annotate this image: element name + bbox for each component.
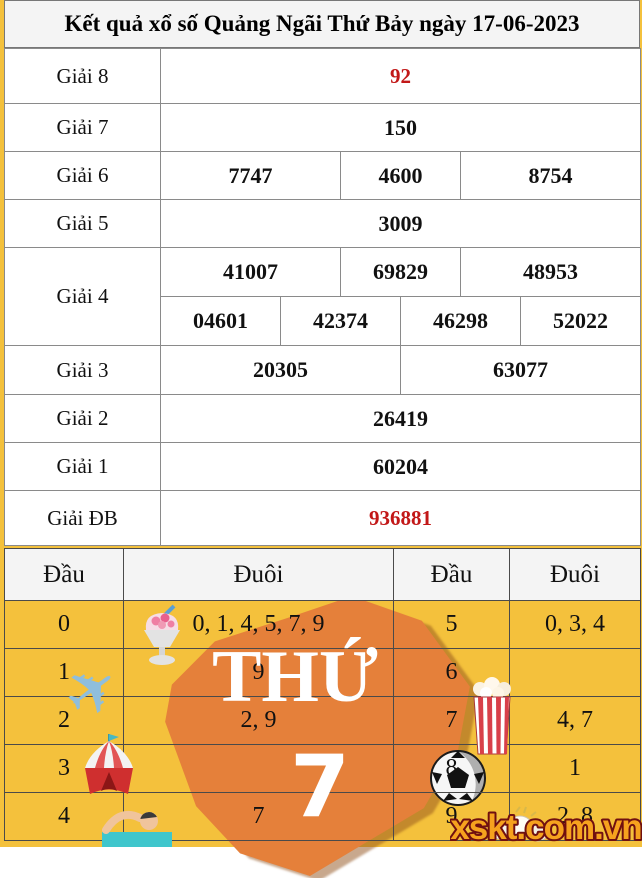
- table-row: Giải 8 92: [4, 48, 641, 104]
- prize-number: 04601: [160, 296, 281, 346]
- table-row: Giải 7 150: [4, 103, 641, 152]
- table-row: Giải 4 41007 69829 48953: [4, 247, 641, 346]
- tail-values: 2, 8: [509, 792, 641, 841]
- prize-label: Giải 8: [4, 48, 161, 104]
- table-row: 2 2, 9 7 4, 7: [4, 696, 641, 745]
- table-row: Giải 3 20305 63077: [4, 345, 641, 395]
- site-watermark: xskt.com.vn: [450, 806, 642, 849]
- results-table: Giải 8 92 Giải 7 150 Giải 6 7747 4600 87…: [4, 48, 641, 546]
- prize-label: Giải 4: [4, 247, 161, 346]
- prize-number: 63077: [400, 345, 641, 395]
- column-header-dau: Đầu: [393, 548, 510, 601]
- prize-number: 48953: [460, 247, 641, 297]
- prize-number: 7747: [160, 151, 341, 200]
- results-section: Kết quả xổ số Quảng Ngãi Thứ Bảy ngày 17…: [4, 0, 641, 546]
- tail-values: 1: [509, 744, 641, 793]
- prize-number: 936881: [160, 490, 641, 546]
- prize-number: 52022: [520, 296, 641, 346]
- swimmer-icon: [102, 811, 172, 847]
- head-value: 5: [393, 600, 510, 649]
- prize-number: 3009: [160, 199, 641, 248]
- badge-text-seven: 7: [290, 737, 350, 837]
- prize-number: 60204: [160, 442, 641, 491]
- tail-values: 0, 3, 4: [509, 600, 641, 649]
- watermark-text: xskt.com.vn: [450, 808, 641, 847]
- prize-label: Giải 7: [4, 103, 161, 152]
- column-header-duoi: Đuôi: [509, 548, 641, 601]
- prize-number: 92: [160, 48, 641, 104]
- circus-tent-icon: [85, 734, 133, 794]
- tail-values: [509, 648, 641, 697]
- prize-number: 20305: [160, 345, 401, 395]
- head-tail-table: Đầu Đuôi Đầu Đuôi 0 0, 1, 4, 5, 7, 9 5 0…: [4, 548, 641, 841]
- table-row: Giải 2 26419: [4, 394, 641, 443]
- column-header-duoi: Đuôi: [123, 548, 394, 601]
- badge-text-thu: THỨ: [212, 636, 378, 718]
- prize-label: Giải 3: [4, 345, 161, 395]
- shaved-ice-icon: [144, 604, 180, 665]
- prize-number: 41007: [160, 247, 341, 297]
- tail-values: 2, 9: [123, 696, 394, 745]
- prize-number: 46298: [400, 296, 521, 346]
- prize-number: 69829: [340, 247, 461, 297]
- prize-label: Giải 6: [4, 151, 161, 200]
- table-row: Giải ĐB 936881: [4, 490, 641, 546]
- prize-number: 150: [160, 103, 641, 152]
- table-row: Giải 1 60204: [4, 442, 641, 491]
- tail-values: 4, 7: [509, 696, 641, 745]
- table-row: Giải 6 7747 4600 8754: [4, 151, 641, 200]
- column-header-dau: Đầu: [4, 548, 124, 601]
- prize-number: 8754: [460, 151, 641, 200]
- prize-number: 4600: [340, 151, 461, 200]
- prize-number: 42374: [280, 296, 401, 346]
- head-value: 9: [393, 792, 510, 841]
- popcorn-icon: [473, 677, 511, 755]
- table-row: 1 9 6: [4, 648, 641, 697]
- prize-label: Giải ĐB: [4, 490, 161, 546]
- prize-label: Giải 5: [4, 199, 161, 248]
- prize-number: 26419: [160, 394, 641, 443]
- prize-label: Giải 1: [4, 442, 161, 491]
- prize-label: Giải 2: [4, 394, 161, 443]
- page-title: Kết quả xổ số Quảng Ngãi Thứ Bảy ngày 17…: [4, 0, 640, 48]
- table-header-row: Đầu Đuôi Đầu Đuôi: [4, 548, 641, 601]
- tail-values: [123, 744, 394, 793]
- table-row: Giải 5 3009: [4, 199, 641, 248]
- head-value: 0: [4, 600, 124, 649]
